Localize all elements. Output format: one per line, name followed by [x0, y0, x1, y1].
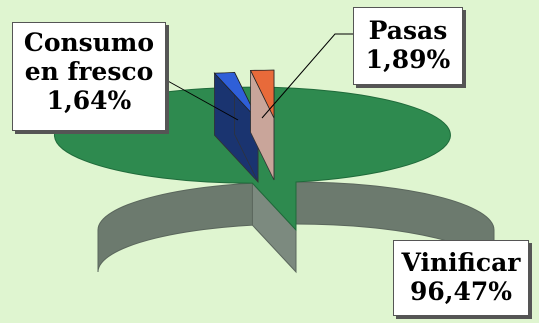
label-consumo-value: 1,64%	[46, 86, 132, 115]
label-pasas-value: 1,89%	[365, 45, 451, 74]
label-vinificar-line-1: Vinificar	[401, 248, 521, 277]
label-pasas: Pasas 1,89%	[353, 7, 463, 85]
leader-line-consumo	[165, 79, 239, 121]
label-consumo-line-1: Consumo	[23, 28, 155, 57]
label-consumo-en-fresco: Consumo en fresco 1,64%	[12, 22, 166, 131]
label-vinificar-value: 96,47%	[409, 277, 513, 306]
label-pasas-line-1: Pasas	[368, 16, 448, 45]
label-consumo-line-2: en fresco	[24, 57, 154, 86]
slice-consumo-en-fresco	[213, 71, 259, 121]
slice-pasas	[249, 69, 275, 119]
leader-line-pasas	[261, 33, 353, 119]
label-vinificar: Vinificar 96,47%	[393, 240, 529, 316]
